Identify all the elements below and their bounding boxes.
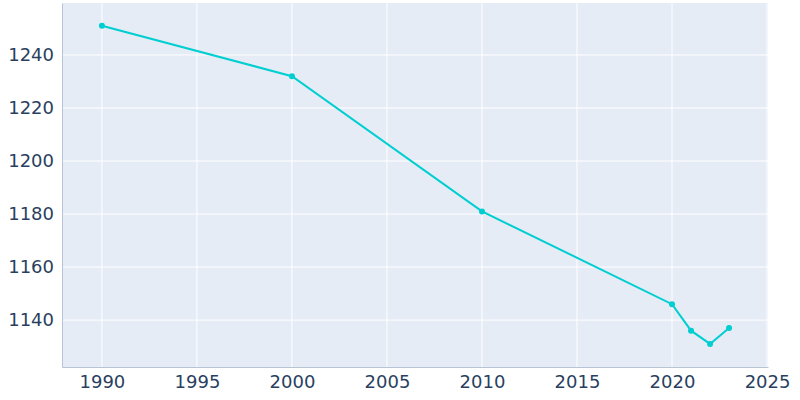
tick-label: 1240 [8,44,54,65]
marker [669,301,675,307]
x-grid-line [672,3,673,367]
y-grid-line [62,320,768,321]
tick-label: 1990 [80,371,126,392]
x-grid-line [196,3,197,367]
marker [726,325,732,331]
y-grid-line [62,267,768,268]
tick-label: 1200 [8,150,54,171]
x-grid-line [291,3,292,367]
marker [688,328,694,334]
tick-label: 2020 [650,371,696,392]
y-grid-line [62,161,768,162]
tick-label: 1180 [8,203,54,224]
series [99,23,732,347]
grid [62,3,768,367]
tick-label: 1160 [8,256,54,277]
tick-label: 2015 [555,371,601,392]
tick: 1180 [8,203,62,224]
tick: 1995 [175,367,221,392]
tick-label: 2000 [270,371,316,392]
x-grid-line [577,3,578,367]
y-grid-line [62,107,768,108]
tick-label: 2010 [460,371,506,392]
line [102,26,729,344]
marker [99,23,105,29]
tick: 1220 [8,97,62,118]
tick: 1990 [80,367,126,392]
axis-line [62,4,63,368]
marker [289,73,295,79]
chart: 1990 1995 2000 2005 2010 2015 2020 2025 1140 1160… [0,0,800,400]
axis-line [63,367,769,368]
x-axis: 1990 1995 2000 2005 2010 2015 2020 2025 [63,367,791,392]
tick-label: 1140 [8,309,54,330]
tick-label: 2005 [365,371,411,392]
marker [479,208,485,214]
plot: 1990 1995 2000 2005 2010 2015 2020 2025 1140 1160… [8,3,790,392]
y-axis: 1140 1160 1180 1200 1220 1240 [8,4,62,368]
tick: 2015 [555,367,601,392]
x-grid-line [386,3,387,367]
tick: 2025 [745,367,791,392]
tick-label: 1220 [8,97,54,118]
x-grid-line [101,3,102,367]
marker [707,341,713,347]
tick-label: 2025 [745,371,791,392]
tick: 1240 [8,44,62,65]
tick: 1140 [8,309,62,330]
tick: 2010 [460,367,506,392]
x-grid-line [481,3,482,367]
tick: 1200 [8,150,62,171]
tick: 1160 [8,256,62,277]
tick-label: 1995 [175,371,221,392]
x-grid-line [767,3,768,367]
tick: 2005 [365,367,411,392]
tick: 2020 [650,367,696,392]
tick: 2000 [270,367,316,392]
y-grid-line [62,54,768,55]
plot-background [62,3,768,367]
y-grid-line [62,214,768,215]
